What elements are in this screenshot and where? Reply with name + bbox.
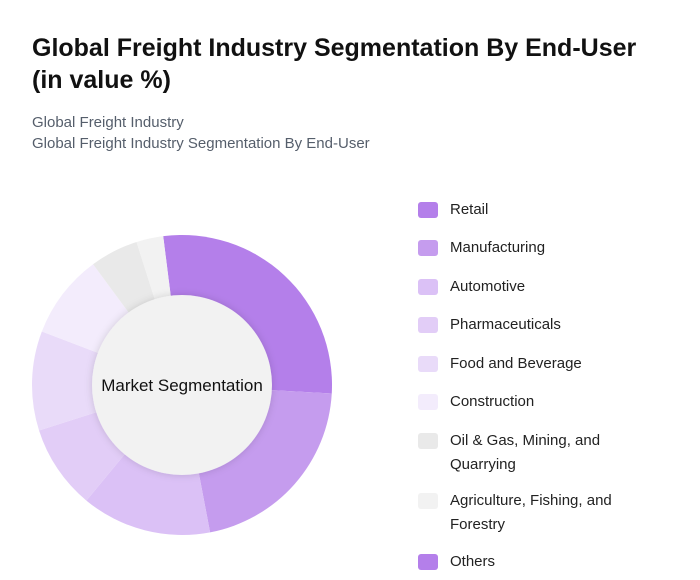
- chart-title: Global Freight Industry Segmentation By …: [32, 34, 637, 94]
- chart-subtitle-2: Global Freight Industry Segmentation By …: [32, 135, 370, 152]
- legend-swatch: [418, 493, 438, 509]
- legend-swatch: [418, 356, 438, 372]
- legend-item[interactable]: Automotive: [418, 275, 640, 299]
- donut-center: [92, 295, 272, 475]
- legend-item[interactable]: Pharmaceuticals: [418, 313, 640, 337]
- legend-swatch: [418, 394, 438, 410]
- legend-label: Retail: [450, 201, 489, 218]
- legend-label: Oil & Gas, Mining, and Quarrying: [450, 432, 601, 473]
- donut-chart: Market Segmentation: [32, 235, 332, 535]
- legend-item[interactable]: Food and Beverage: [418, 352, 640, 376]
- legend-item[interactable]: Agriculture, Fishing, and Forestry: [418, 489, 640, 537]
- legend-item[interactable]: Manufacturing: [418, 236, 640, 260]
- legend-swatch: [418, 317, 438, 333]
- legend-label: Others: [450, 553, 496, 570]
- legend-label: Pharmaceuticals: [450, 316, 561, 333]
- legend-swatch: [418, 202, 438, 218]
- legend-item[interactable]: Others: [418, 550, 640, 574]
- legend-label: Manufacturing: [450, 239, 546, 256]
- legend-item[interactable]: Retail: [418, 198, 640, 222]
- chart-subtitle: Global Freight Industry: [32, 114, 184, 131]
- legend-label: Food and Beverage: [450, 355, 582, 372]
- legend-item[interactable]: Oil & Gas, Mining, and Quarrying: [418, 429, 640, 477]
- legend-swatch: [418, 279, 438, 295]
- legend-label: Construction: [450, 393, 535, 410]
- legend-swatch: [418, 554, 438, 570]
- legend-item[interactable]: Construction: [418, 390, 640, 414]
- legend-swatch: [418, 433, 438, 449]
- legend-swatch: [418, 240, 438, 256]
- center-label: Market Segmentation: [101, 376, 263, 395]
- legend-label: Automotive: [450, 278, 526, 295]
- legend-label: Agriculture, Fishing, and Forestry: [450, 492, 612, 533]
